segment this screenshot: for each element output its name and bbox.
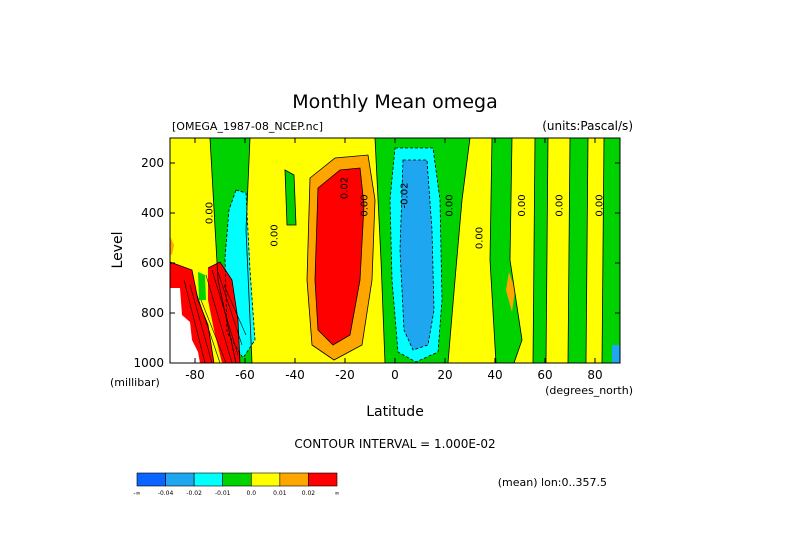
colorbar-label: -0.02 [186,490,202,497]
footer-text: (mean) lon:0..357.5 [498,476,607,489]
missing-data-region [170,288,200,363]
source-label: [OMEGA_1987-08_NCEP.nc] [172,120,323,133]
x-tick-label: -40 [285,368,305,382]
band-neg-small-pole [602,138,620,363]
y-tick-label: 200 [141,156,164,170]
x-tick-label: 20 [437,368,452,382]
contour-label: 0.00 [475,227,486,249]
y-tick-label: 600 [141,256,164,270]
y-axis: 200 400 600 800 1000 [133,156,620,370]
red-region-subtropics [315,168,364,345]
contour-label: 0.00 [445,194,456,216]
band-neg-small-north2 [533,138,548,363]
contour-label: 0.02 [340,177,351,199]
chart-title: Monthly Mean omega [292,91,497,113]
x-tick-label: -80 [185,368,205,382]
y-axis-units: (millibar) [110,376,160,389]
contour-label: 0.00 [595,194,606,216]
colorbar-label: 0.0 [247,490,257,497]
blue-region-tropics [400,160,434,350]
x-tick-label: 60 [537,368,552,382]
orange-region-edge [170,236,174,255]
x-tick-label: 80 [587,368,602,382]
x-tick-label: -20 [335,368,355,382]
colorbar-swatch [222,472,252,487]
colorbar: -∞ -0.04 -0.02 -0.01 0.0 0.01 0.02 ∞ [133,472,340,497]
units-label: (units:Pascal/s) [542,119,633,133]
colorbar-label: -0.01 [215,490,231,497]
x-tick-label: 0 [391,368,399,382]
colorbar-label: 0.01 [273,490,287,497]
colorbar-label: 0.02 [302,490,316,497]
contour-label: 0.00 [555,194,566,216]
x-axis-units: (degrees_north) [545,384,633,397]
contour-label: 0.00 [517,194,528,216]
colorbar-swatch [308,472,338,487]
colorbar-swatch [279,472,309,487]
contour-label: 0.00 [360,194,371,216]
contour-lines [170,138,605,363]
contour-label: -0.02 [400,183,411,209]
contour-label: 0.00 [270,224,281,246]
y-tick-label: 800 [141,306,164,320]
dense-polar-contours [183,269,247,363]
contour-labels: 0.00 0.00 0.02 0.00 -0.02 0.00 0.00 0.00 0.00 0.0… [205,177,606,249]
x-axis: -80 -60 -40 -20 0 20 40 60 80 [185,138,603,382]
colorbar-swatch [193,472,224,487]
colorbar-label: -0.04 [158,490,174,497]
colorbar-swatch [136,472,166,487]
y-axis-label: Level [110,232,126,269]
colorbar-label: -∞ [133,490,140,497]
orange-region-north [506,272,515,312]
blue-region-corner [612,345,620,363]
band-neg-small-mid [285,170,296,225]
y-tick-label: 400 [141,206,164,220]
colorbar-swatch [250,472,281,487]
band-neg-small-polar [198,272,206,300]
x-axis-label: Latitude [366,404,424,420]
contour-label: 0.00 [205,202,216,224]
band-neg-small-north3 [568,138,588,363]
contour-fill-area: 0.00 0.00 0.02 0.00 -0.02 0.00 0.00 0.00 0.00 0.0… [170,138,620,363]
colorbar-label: ∞ [335,490,340,497]
band-neg-small-north [490,138,522,363]
x-tick-label: 40 [487,368,502,382]
contour-interval-text: CONTOUR INTERVAL = 1.000E-02 [294,437,495,451]
dashed-contour-lines [224,147,443,363]
colorbar-swatch [165,472,195,487]
x-tick-label: -60 [235,368,255,382]
y-tick-label: 1000 [133,356,164,370]
